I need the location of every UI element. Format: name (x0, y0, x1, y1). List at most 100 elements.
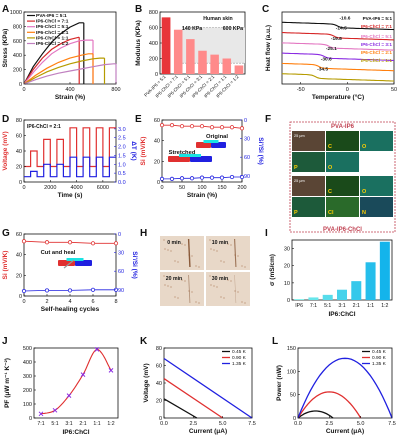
y-axis-title: Power (nW) (276, 365, 283, 401)
si-point (199, 124, 205, 129)
x-tick-label: 0.0 (294, 421, 302, 427)
healed-device-cold (75, 260, 92, 266)
y2-tick-label: 60 (244, 155, 250, 161)
y-tick-label: 20 (156, 399, 162, 405)
annotation-human-skin: Human skin (203, 16, 232, 22)
y2-tick-label: 0 (118, 232, 121, 238)
eds-tile (326, 152, 359, 172)
iv-line (163, 378, 224, 419)
dsc-curve (282, 32, 395, 41)
photo-speckle (230, 244, 232, 246)
y-tick-label: 0 (19, 82, 22, 88)
bar (198, 50, 207, 74)
y-tick-label: 50 (290, 393, 296, 399)
y-tick-label: 0 (19, 294, 22, 300)
x-tick-label: 50 (391, 87, 397, 93)
photo-speckle (216, 250, 218, 252)
photo-speckle (241, 301, 243, 303)
eds-scale: 25 μm (294, 179, 305, 183)
y2-tick-label: 30 (244, 137, 250, 143)
photo-speckle (244, 302, 246, 304)
legend-entry: 1.35 K (372, 361, 387, 367)
curve-label: IP6-ChCl = 7:1 (361, 24, 392, 29)
si-point (239, 126, 245, 131)
y-tick-label: 200 (23, 388, 32, 394)
photo-speckle (198, 302, 200, 304)
healed-device-film (66, 258, 84, 261)
x-tick-label: 1:2 (381, 303, 388, 309)
healing-time: 30 min (212, 276, 228, 282)
eds-element: O (362, 189, 367, 195)
x-tick-label: 2 (45, 299, 48, 305)
x-tick-label: 8 (114, 299, 117, 305)
photo-speckle (177, 297, 179, 299)
y-axis-title: Voltage (mV) (2, 131, 9, 170)
si-point (159, 123, 165, 128)
photo-speckle (237, 291, 239, 293)
panel-letter-G: G (2, 228, 10, 239)
x-tick-label: 0.0 (160, 421, 168, 427)
y-tick-label: 0 (157, 180, 160, 186)
photo-speckle (170, 286, 172, 288)
y-axis-title: Modulus (KPa) (135, 20, 142, 66)
photo-speckle (181, 279, 183, 281)
series-line-IP6-ChCl = 5:1 (23, 39, 93, 85)
x-axis-title: Time (s) (58, 192, 83, 199)
original-device-hot (196, 142, 211, 148)
x-tick-label: 0 (22, 185, 25, 191)
y-tick-label: 60 (154, 118, 160, 124)
healed-device-hot (58, 260, 75, 266)
healing-time: 10 min (212, 240, 228, 246)
photo-speckle (237, 255, 239, 257)
bar (337, 289, 347, 300)
healing-photo (206, 272, 250, 306)
power-curve (297, 410, 334, 419)
y2-tick-label: 1.0 (118, 162, 126, 168)
x-tick-label: 3:1 (338, 303, 345, 309)
eds-frame (289, 121, 396, 233)
y2-axis-title: ΔT (K) (130, 141, 137, 160)
bar (161, 17, 171, 74)
x-tick-label: 7:1 (310, 303, 317, 309)
x-tick-label: 2.5 (326, 421, 334, 427)
photo-speckle (174, 260, 176, 262)
stretched-label: Stretched (169, 150, 196, 156)
annotation-low: 140 KPa (182, 26, 202, 32)
iv-line (163, 398, 198, 419)
photo-speckle (223, 297, 225, 299)
photo-speckle (164, 248, 166, 250)
y2-tick-label: 2.5 (118, 136, 126, 142)
y-axis-title: Si (mV/K) (140, 137, 147, 166)
dsc-curve (281, 62, 394, 72)
iv-line (163, 357, 253, 419)
y-tick-label: 800 (149, 10, 158, 16)
legend-entry: 0.90 K (372, 355, 387, 361)
tg-label: -14.5 (336, 26, 347, 32)
bar (294, 299, 305, 300)
eds-element: O (328, 165, 333, 171)
bar (186, 39, 195, 74)
y-tick-label: 400 (23, 360, 32, 366)
series-line-IP6-ChCl = 1:1 (23, 57, 105, 85)
delta-t-line (24, 156, 116, 178)
y-tick-label: 1000 (10, 10, 22, 16)
tg-label: -10.6 (339, 15, 350, 21)
dsc-curve (281, 52, 394, 61)
bar (322, 294, 333, 300)
photo-speckle (195, 265, 197, 267)
panel-letter-H: H (140, 228, 147, 239)
legend-entry: 0.45 K (232, 349, 247, 355)
photo-speckle (213, 249, 215, 251)
x-tick-label: 200 (237, 185, 246, 191)
ratio-point (239, 174, 245, 180)
x-tick-label: 2.5 (190, 421, 198, 427)
pf-point (94, 347, 100, 352)
y-tick-label: 100 (23, 402, 32, 408)
healing-time: 20 min (166, 276, 182, 282)
y-tick-label: 40 (154, 139, 160, 145)
dsc-curve (282, 21, 395, 31)
legend-entry: 1.35 K (232, 361, 247, 367)
photo-speckle (163, 239, 165, 241)
legend-entry: IP6-ChCl = 5:1 (36, 24, 69, 30)
stretched-device-cold (190, 156, 212, 162)
